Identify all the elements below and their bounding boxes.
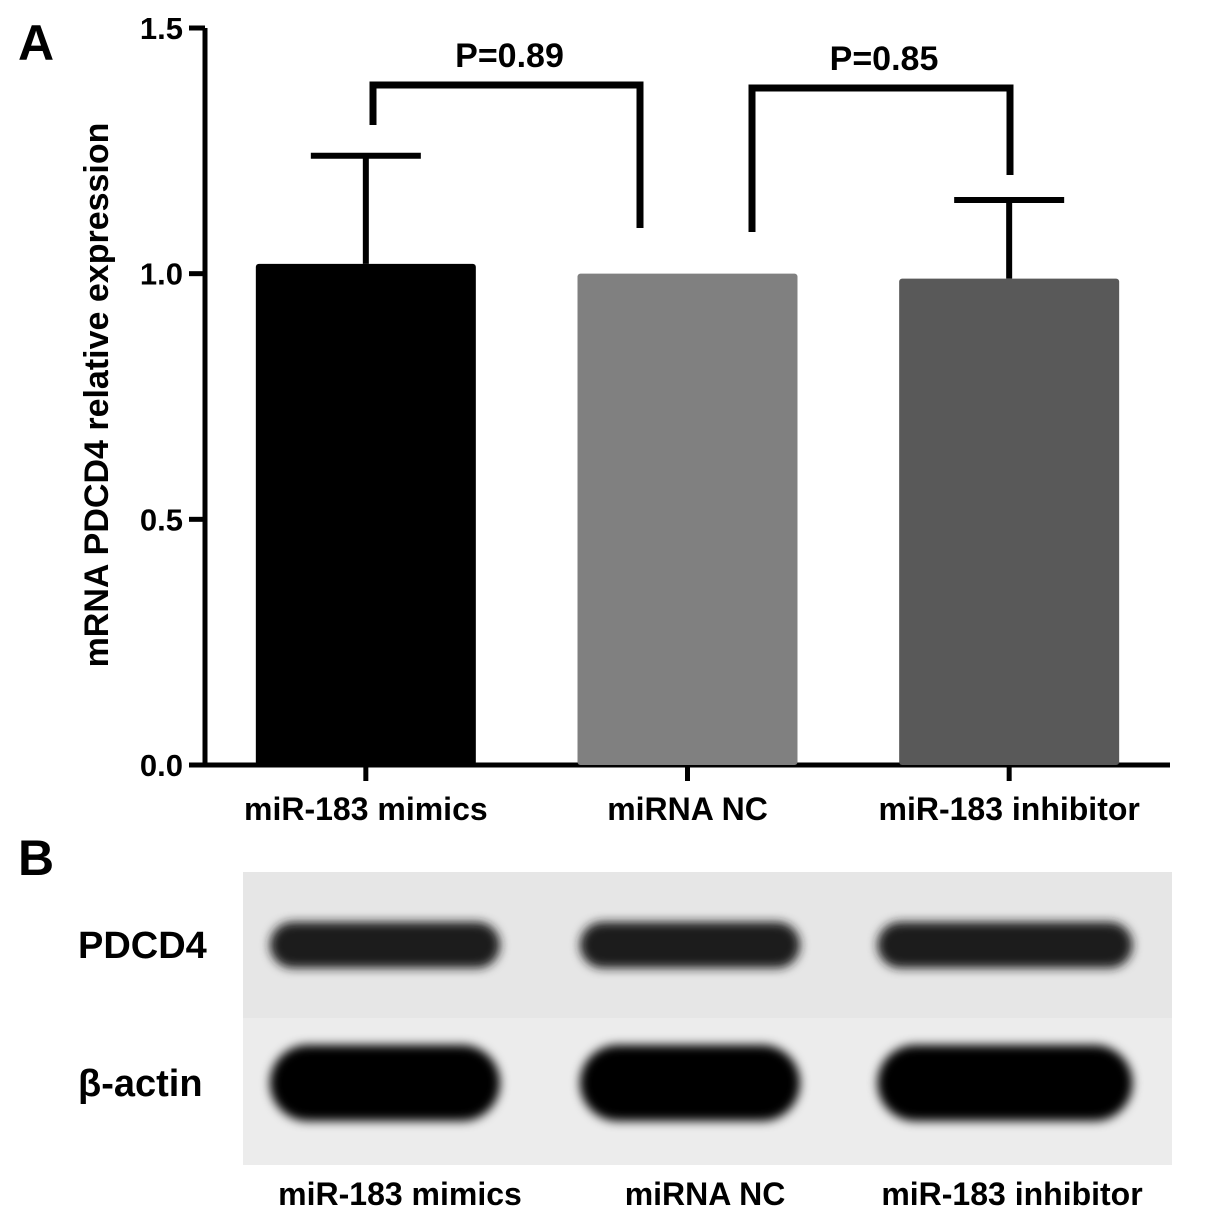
bar	[899, 278, 1120, 765]
significance-bracket	[748, 84, 1014, 232]
error-bar	[954, 196, 1065, 279]
bar	[255, 263, 476, 765]
blot-lane-label: miR-183 mimics	[278, 1176, 522, 1212]
x-tick-label: miR-183 inhibitor	[878, 791, 1139, 827]
x-tick-label: miR-183 mimics	[244, 791, 488, 827]
y-tick-label: 1.0	[140, 257, 183, 292]
blot-lane-label: miR-183 inhibitor	[881, 1176, 1142, 1212]
bar	[577, 273, 798, 765]
blot-band	[580, 1045, 800, 1121]
significance-bracket	[369, 81, 644, 228]
error-bar	[310, 152, 421, 264]
x-tick-label: miRNA NC	[607, 791, 768, 827]
blot-lane-label: miRNA NC	[625, 1176, 786, 1212]
y-axis-label: mRNA PDCD4 relative expression	[78, 123, 116, 668]
blot-band	[270, 922, 500, 968]
blot-band	[877, 1045, 1133, 1121]
blot-band	[580, 922, 800, 968]
y-tick-label: 0.0	[140, 748, 183, 783]
p-value: P=0.89	[455, 37, 564, 75]
blot-band	[877, 922, 1133, 968]
blot-row-label: β-actin	[78, 1063, 203, 1105]
y-tick-label: 0.5	[140, 502, 183, 537]
y-tick-label: 1.5	[140, 11, 183, 46]
blot-band	[270, 1045, 500, 1121]
panel-label: B	[18, 830, 54, 886]
blot-row-label: PDCD4	[78, 925, 207, 967]
p-value: P=0.85	[830, 40, 939, 78]
panel-label: A	[18, 15, 54, 71]
